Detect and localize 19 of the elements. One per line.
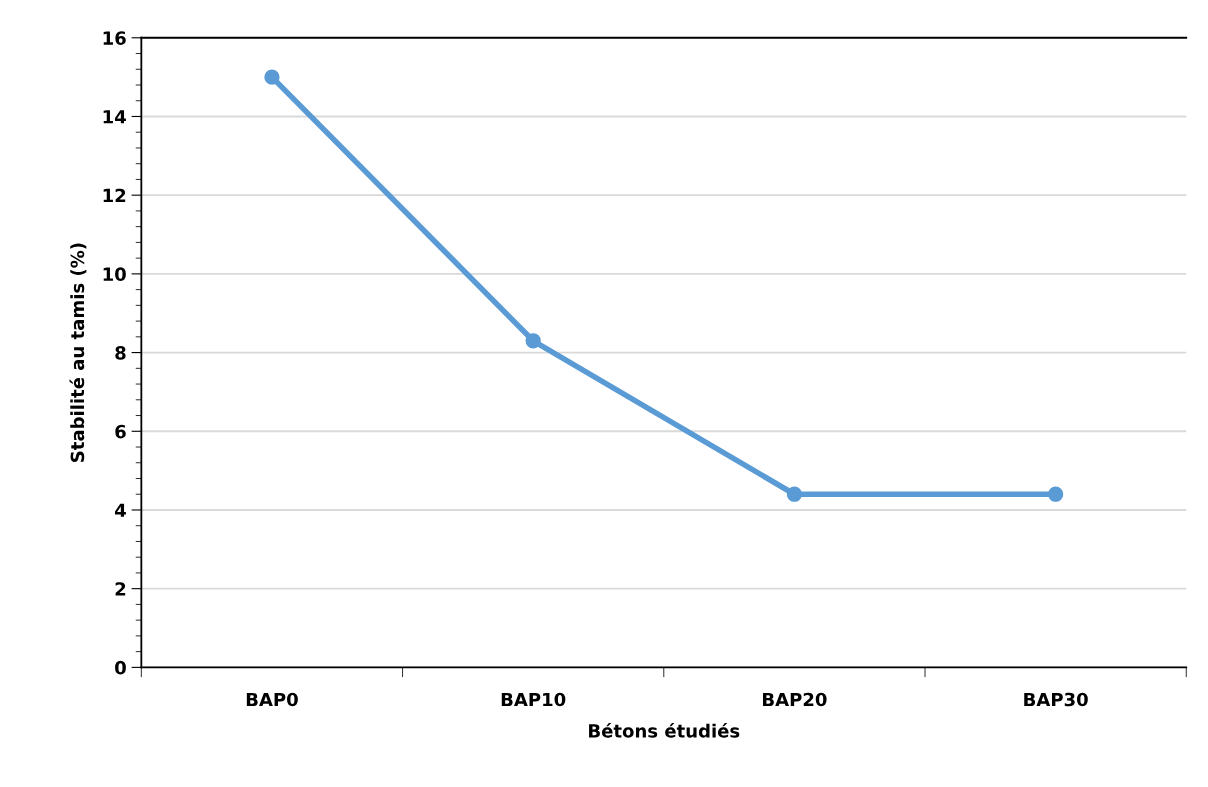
x-tick-label: BAP20 — [763, 692, 827, 707]
y-tick-label: 10 — [103, 267, 126, 281]
x-tick-label: BAP10 — [501, 692, 566, 707]
x-tick-label: BAP30 — [1024, 692, 1088, 707]
point — [264, 69, 280, 85]
y-tick-label: 4 — [115, 503, 126, 517]
point — [786, 486, 803, 502]
y-tick-label: 6 — [115, 424, 126, 439]
x-tick-label: BAP0 — [246, 692, 298, 707]
point — [525, 333, 541, 349]
y-axis-title: Stabilité au tamis (%) — [69, 243, 87, 462]
y-tick-label: 0 — [115, 660, 126, 675]
x-axis-title: Bétons étudiés — [589, 723, 740, 738]
y-tick-label: 8 — [115, 346, 126, 360]
point — [1048, 486, 1064, 502]
y-tick-label: 12 — [103, 188, 126, 203]
y-tick-label: 2 — [115, 582, 126, 596]
y-tick-label: 14 — [103, 110, 126, 124]
y-tick-label: 16 — [103, 31, 126, 45]
